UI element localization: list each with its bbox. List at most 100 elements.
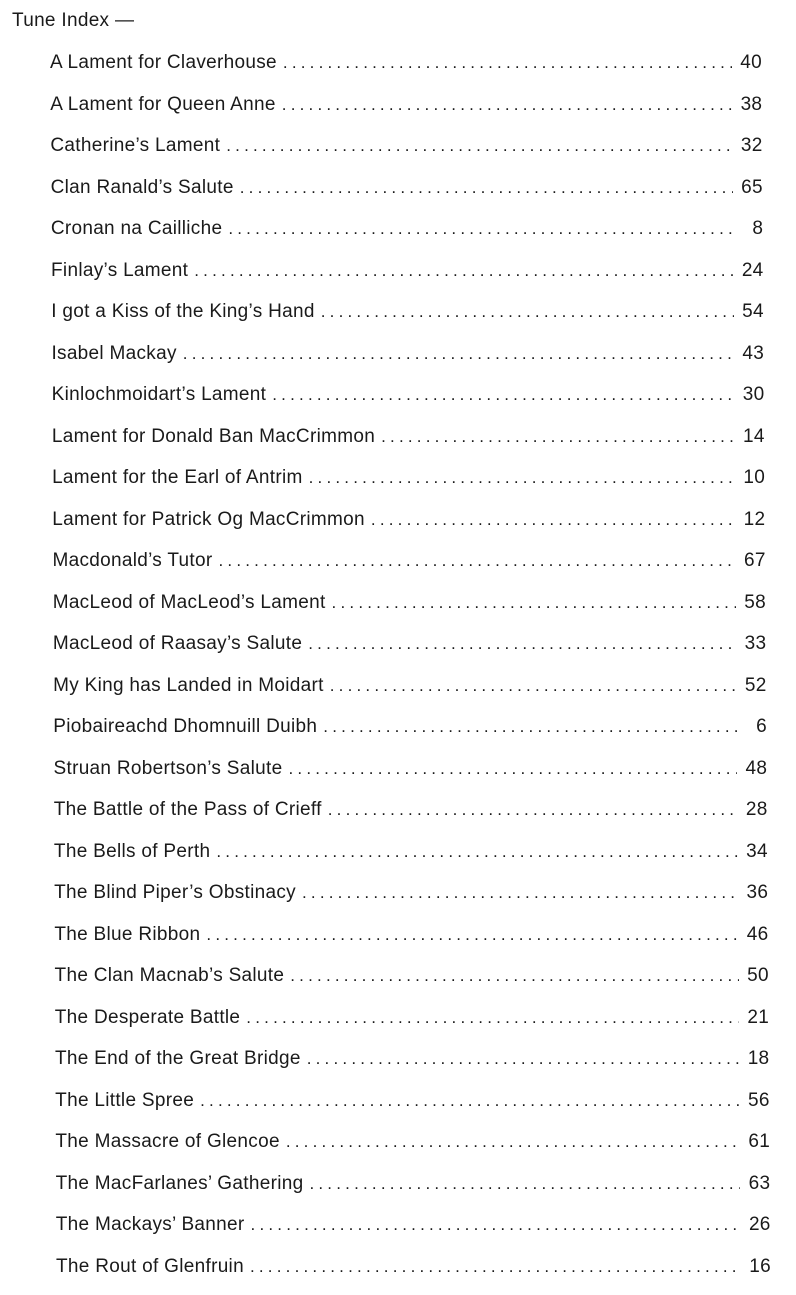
dot-leader — [183, 343, 734, 365]
tune-name: The Blue Ribbon — [54, 923, 201, 945]
page-number: 56 — [748, 1089, 770, 1111]
tune-name: Kinlochmoidart’s Lament — [51, 384, 267, 405]
page-number: 36 — [746, 882, 769, 903]
index-entry: The Blue Ribbon 46 — [54, 916, 768, 946]
dot-leader — [381, 426, 735, 448]
page-number: 50 — [747, 965, 769, 986]
index-entry: Lament for the Earl of Antrim 10 — [52, 459, 765, 489]
dot-leader — [228, 218, 733, 240]
index-entry: MacLeod of MacLeod’s Lament 58 — [53, 584, 766, 614]
index-entry: The Battle of the Pass of Crieff 28 — [54, 791, 768, 821]
page-number: 18 — [747, 1048, 770, 1069]
tune-name: The Mackays’ Banner — [55, 1214, 245, 1235]
page-number: 30 — [742, 384, 765, 405]
page-number: 12 — [743, 508, 766, 530]
tune-name: Finlay’s Lament — [51, 259, 189, 281]
index-entry: The Massacre of Glencoe 61 — [55, 1123, 770, 1153]
dot-leader — [290, 965, 739, 987]
tune-name: A Lament for Queen Anne — [50, 93, 276, 115]
tune-name: Clan Ranald’s Salute — [50, 176, 234, 198]
dot-leader — [307, 1048, 740, 1070]
tune-name: I got a Kiss of the King’s Hand — [51, 301, 315, 322]
dot-leader — [286, 1131, 740, 1153]
dot-leader — [200, 1090, 740, 1112]
index-entry: The Little Spree 56 — [55, 1082, 770, 1112]
dot-leader — [250, 1256, 741, 1278]
page-number: 33 — [744, 633, 767, 654]
tune-name: The Little Spree — [55, 1089, 195, 1111]
dot-leader — [246, 1007, 739, 1029]
dot-leader — [330, 675, 737, 697]
page-number: 14 — [743, 425, 765, 447]
index-entry: The Blind Piper’s Obstinacy 36 — [54, 874, 768, 904]
page-number: 40 — [740, 52, 762, 73]
tune-name: Lament for Patrick Og MacCrimmon — [52, 508, 365, 530]
index-entry: Finlay’s Lament 24 — [51, 252, 764, 282]
tune-name: The Blind Piper’s Obstinacy — [54, 882, 296, 903]
index-entry: The Desperate Battle 21 — [55, 999, 769, 1029]
index-entry: Cronan na Cailliche 8 — [51, 210, 763, 240]
dot-leader — [251, 1214, 741, 1236]
page-number: 21 — [747, 1006, 770, 1028]
dot-leader — [194, 260, 733, 282]
page-number: 52 — [744, 674, 767, 696]
index-entry: Piobaireachd Dhomnuill Duibh 6 — [53, 708, 767, 738]
dot-leader — [321, 301, 734, 323]
page-number: 32 — [740, 135, 763, 156]
index-entry: Clan Ranald’s Salute 65 — [51, 169, 763, 199]
dot-leader — [309, 1173, 740, 1195]
index-entry: Lament for Donald Ban MacCrimmon 14 — [52, 418, 765, 448]
page-number: 8 — [752, 218, 764, 239]
tune-name: The End of the Great Bridge — [54, 1048, 301, 1069]
index-entry: I got a Kiss of the King’s Hand 54 — [51, 293, 764, 323]
dot-leader — [302, 882, 738, 904]
dot-leader — [240, 177, 733, 199]
index-entry: My King has Landed in Moidart 52 — [53, 667, 767, 697]
tune-name: MacLeod of MacLeod’s Lament — [52, 591, 326, 613]
page-number: 61 — [748, 1131, 771, 1152]
dot-leader — [216, 841, 738, 863]
index-entry: The Mackays’ Banner 26 — [56, 1206, 771, 1236]
page-number: 28 — [745, 799, 768, 820]
index-entry: Kinlochmoidart’s Lament 30 — [52, 376, 765, 406]
dot-leader — [328, 799, 738, 821]
index-title: Tune Index — — [12, 10, 135, 31]
page-number: 43 — [742, 342, 765, 364]
dot-leader — [272, 384, 734, 406]
tune-name: Isabel Mackay — [51, 342, 177, 364]
index-entry: The Bells of Perth 34 — [54, 833, 768, 863]
page-number: 6 — [756, 716, 767, 737]
page-number: 38 — [740, 93, 763, 115]
index-entry: Catherine’s Lament 32 — [50, 127, 762, 157]
dot-leader — [332, 592, 736, 614]
dot-leader — [282, 94, 733, 116]
index-entry: The End of the Great Bridge 18 — [55, 1040, 769, 1070]
page-number: 46 — [746, 923, 769, 945]
page-number: 48 — [745, 757, 768, 779]
tune-name: A Lament for Claverhouse — [50, 52, 277, 73]
tune-name: Struan Robertson’s Salute — [53, 757, 283, 779]
dot-leader — [323, 716, 737, 738]
tune-name: Macdonald’s Tutor — [52, 550, 213, 571]
tune-name: The Bells of Perth — [53, 840, 211, 862]
tune-name: The Battle of the Pass of Crieff — [53, 799, 322, 820]
page-number: 67 — [743, 550, 766, 571]
dot-leader — [288, 758, 737, 780]
index-entry: The MacFarlanes’ Gathering 63 — [56, 1165, 771, 1195]
page-number: 16 — [749, 1255, 771, 1277]
dot-leader — [226, 135, 732, 157]
tune-name: MacLeod of Raasay’s Salute — [52, 633, 303, 654]
page-number: 10 — [743, 467, 766, 488]
dot-leader — [308, 633, 736, 655]
tune-name: Lament for the Earl of Antrim — [52, 467, 303, 488]
tune-name: The MacFarlanes’ Gathering — [55, 1172, 304, 1194]
dot-leader — [371, 509, 735, 531]
page-number: 34 — [746, 840, 768, 862]
dot-leader — [218, 550, 735, 572]
tune-name: Lament for Donald Ban MacCrimmon — [51, 425, 376, 447]
index-entry: MacLeod of Raasay’s Salute 33 — [53, 625, 766, 655]
page-number: 24 — [741, 259, 764, 281]
tune-name: The Rout of Glenfruin — [56, 1255, 244, 1277]
tune-name: The Massacre of Glencoe — [55, 1131, 280, 1152]
tune-name: Catherine’s Lament — [50, 135, 221, 156]
